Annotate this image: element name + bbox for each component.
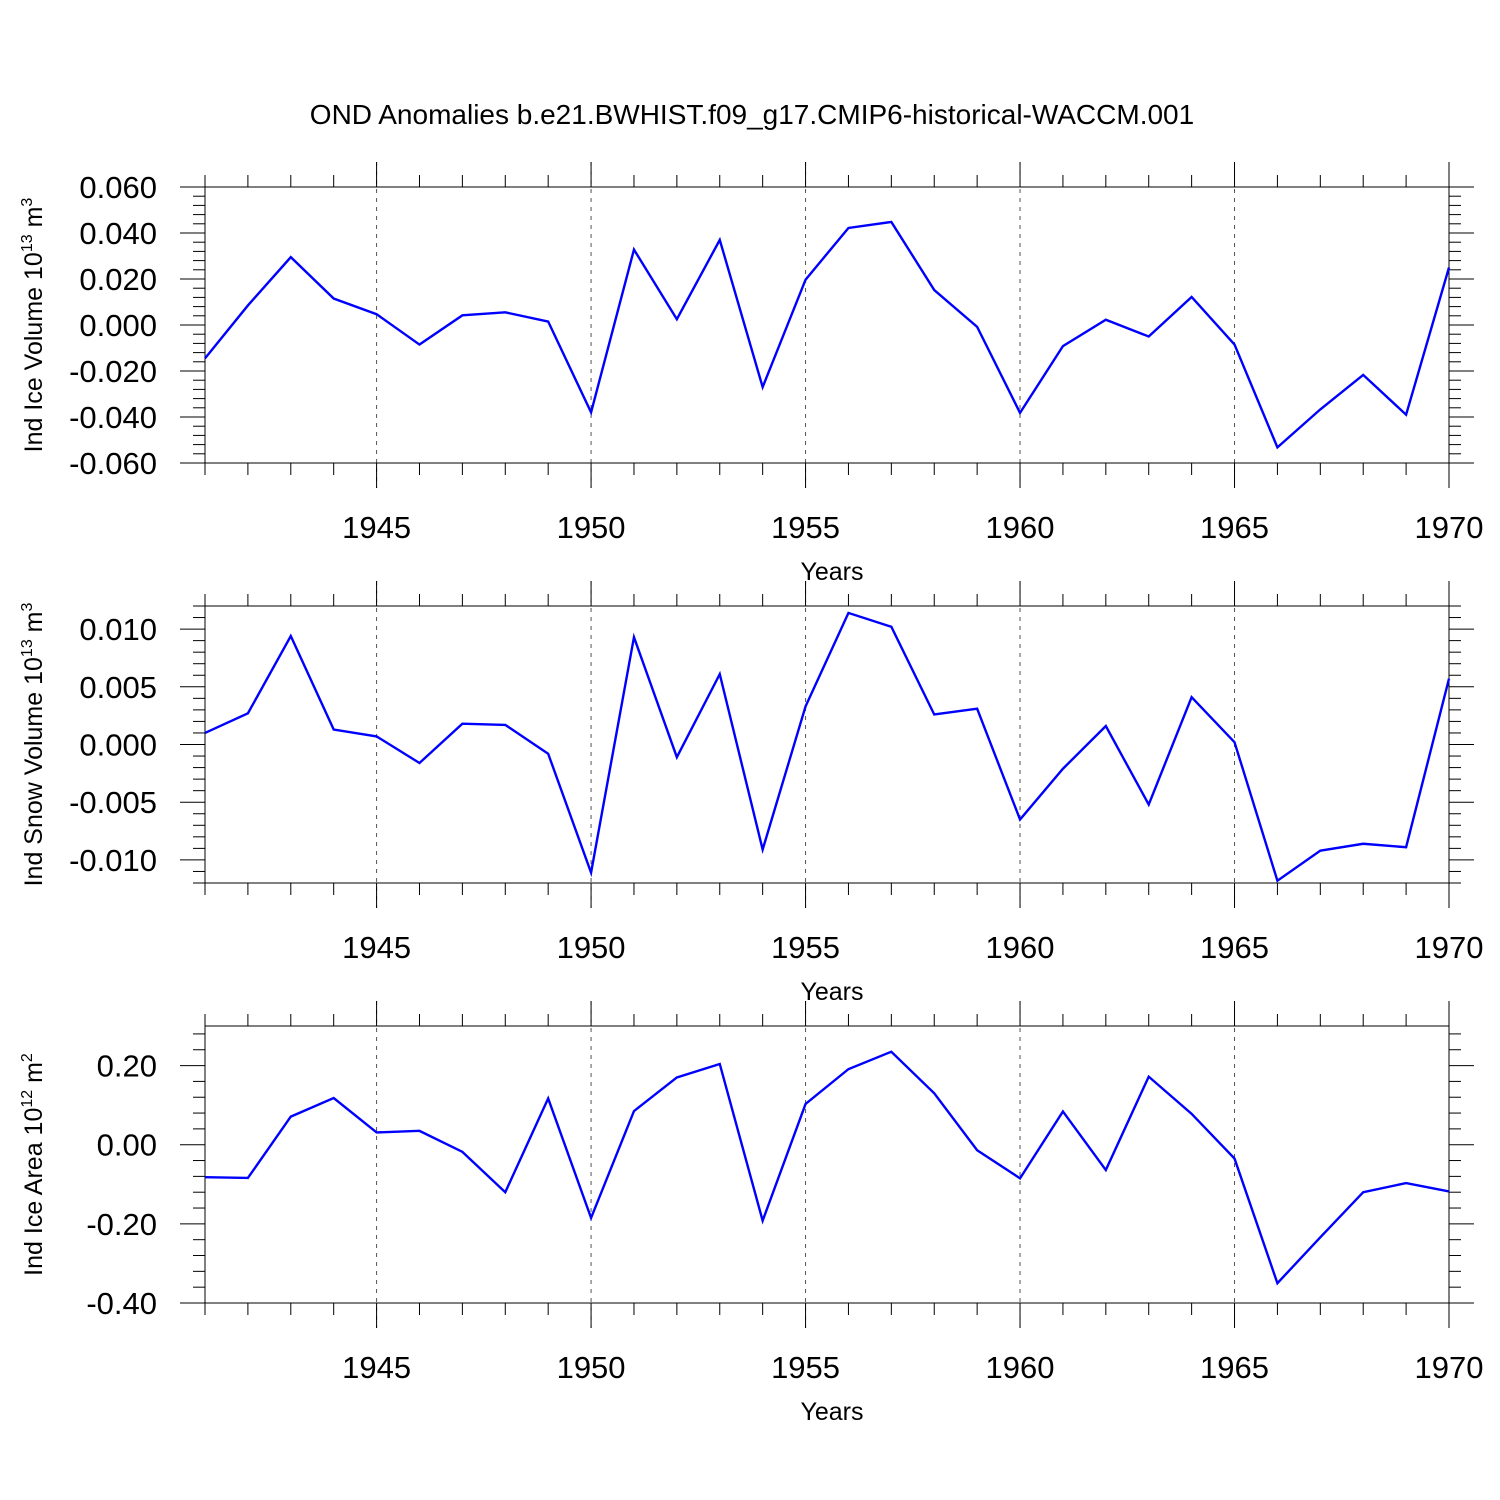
y-axis-title-exponent: 13 [19,639,36,657]
y-tick-label: -0.060 [69,446,157,481]
x-tick-label: 1970 [1415,510,1484,545]
y-axis-title-unit: m [20,207,48,235]
y-tick-label: -0.040 [69,400,157,435]
y-tick-label: 0.020 [79,262,157,297]
y-axis-title-unit: m [20,1062,48,1090]
y-tick-label: 0.000 [79,728,157,763]
panel-1: 1945 1950 1955 1960 1965 1970 Years -0.060 -0.04… [19,162,1483,586]
x-tick-label: 1945 [342,930,411,965]
x-tick-label: 1965 [1200,510,1269,545]
series-line [204,220,1451,450]
y-axis-title-text: Ind Ice Area 10 [20,1108,48,1276]
y-axis-title-exponent: 12 [19,1090,36,1108]
y-axis-title: Ind Ice Volume 1013 m3 [19,198,48,453]
series-line [204,611,1451,883]
panels: 1945 1950 1955 1960 1965 1970 Years -0.060 -0.04… [19,162,1483,1426]
x-tick-label: 1960 [986,510,1055,545]
y-axis-title-unit-exponent: 3 [19,198,36,207]
y-axis-title: Ind Ice Area 1012 m2 [19,1053,48,1276]
panel-3: 1945 1950 1955 1960 1965 1970 Years -0.40 -0.20 0… [19,1001,1483,1426]
y-tick-label: -0.40 [86,1286,157,1321]
x-tick-label: 1955 [771,930,840,965]
x-tick-label: 1945 [342,510,411,545]
x-axis-title: Years [800,978,863,1006]
y-axis-title-text: Ind Ice Volume 10 [20,252,48,452]
y-tick-label: 0.040 [79,216,157,251]
y-axis-title: Ind Snow Volume 1013 m3 [19,603,48,887]
x-tick-label: 1970 [1415,1350,1484,1385]
x-tick-label: 1965 [1200,1350,1269,1385]
x-tick-label: 1945 [342,1350,411,1385]
x-tick-label: 1970 [1415,930,1484,965]
y-tick-label: 0.000 [79,308,157,343]
x-tick-label: 1955 [771,1350,840,1385]
y-axis-title-exponent: 13 [19,234,36,252]
y-tick-label: 0.060 [79,170,157,205]
y-tick-label: 0.005 [79,670,157,705]
y-tick-label: 0.010 [79,612,157,647]
x-axis-title: Years [800,558,863,586]
y-axis-title-unit: m [20,612,48,640]
y-tick-label: -0.20 [86,1207,157,1242]
x-tick-label: 1950 [557,1350,626,1385]
y-tick-label: -0.020 [69,354,157,389]
x-tick-label: 1960 [986,1350,1055,1385]
figure-title: OND Anomalies b.e21.BWHIST.f09_g17.CMIP6… [310,99,1194,130]
y-axis-title-unit-exponent: 3 [19,603,36,612]
y-tick-label: 0.20 [97,1049,157,1084]
x-tick-label: 1965 [1200,930,1269,965]
plot-frame [204,1025,1450,1304]
x-tick-label: 1950 [557,510,626,545]
x-tick-label: 1950 [557,930,626,965]
y-axis-title-text: Ind Snow Volume 10 [20,657,48,886]
x-tick-label: 1960 [986,930,1055,965]
y-tick-label: -0.010 [69,843,157,878]
y-axis-title-unit-exponent: 2 [19,1053,36,1062]
y-tick-label: -0.005 [69,785,157,820]
panel-2: 1945 1950 1955 1960 1965 1970 Years -0.010 -0.00… [19,581,1483,1006]
y-tick-label: 0.00 [97,1128,157,1163]
x-axis-title: Years [800,1398,863,1426]
x-tick-label: 1955 [771,510,840,545]
series-line [204,1050,1450,1286]
